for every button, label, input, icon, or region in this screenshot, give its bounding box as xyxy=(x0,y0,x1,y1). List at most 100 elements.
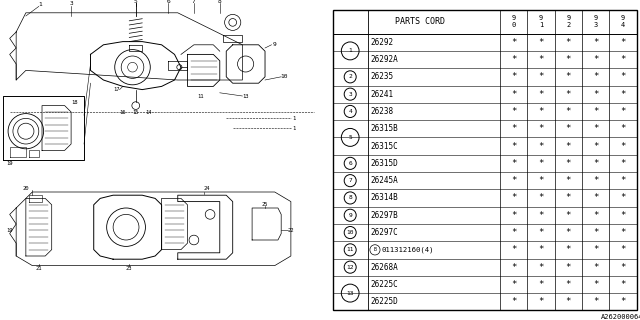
Text: *: * xyxy=(566,263,571,272)
Text: *: * xyxy=(620,211,626,220)
Text: 5: 5 xyxy=(134,0,138,4)
Text: *: * xyxy=(511,176,516,185)
Text: 26238: 26238 xyxy=(371,107,394,116)
Text: 16: 16 xyxy=(120,109,126,115)
Text: *: * xyxy=(538,141,544,150)
Text: *: * xyxy=(593,90,598,99)
Text: *: * xyxy=(511,228,516,237)
Text: 6: 6 xyxy=(166,0,170,4)
Text: *: * xyxy=(620,263,626,272)
Text: *: * xyxy=(511,194,516,203)
Text: 14: 14 xyxy=(145,109,152,115)
Text: 2: 2 xyxy=(348,74,352,79)
Text: *: * xyxy=(593,228,598,237)
Text: *: * xyxy=(566,211,571,220)
Text: *: * xyxy=(593,263,598,272)
Text: 8: 8 xyxy=(218,0,221,4)
Text: 5: 5 xyxy=(348,135,352,140)
Text: *: * xyxy=(593,141,598,150)
Text: *: * xyxy=(511,124,516,133)
Text: *: * xyxy=(511,159,516,168)
Text: 1: 1 xyxy=(292,125,296,131)
Text: *: * xyxy=(620,141,626,150)
Text: 1: 1 xyxy=(348,48,352,53)
Text: 11: 11 xyxy=(197,93,204,99)
Text: 26297C: 26297C xyxy=(371,228,399,237)
Text: B: B xyxy=(374,247,376,252)
Text: *: * xyxy=(538,263,544,272)
Text: *: * xyxy=(566,159,571,168)
Text: 3: 3 xyxy=(69,1,73,6)
Text: 1: 1 xyxy=(292,116,296,121)
Text: 13: 13 xyxy=(243,93,249,99)
Text: *: * xyxy=(538,194,544,203)
Text: *: * xyxy=(566,72,571,81)
Text: *: * xyxy=(566,194,571,203)
Text: *: * xyxy=(538,55,544,64)
Text: *: * xyxy=(538,90,544,99)
Text: *: * xyxy=(593,107,598,116)
Text: 26315D: 26315D xyxy=(371,159,399,168)
Text: *: * xyxy=(593,280,598,289)
Text: *: * xyxy=(620,107,626,116)
Text: *: * xyxy=(511,211,516,220)
Text: *: * xyxy=(620,38,626,47)
Text: *: * xyxy=(566,228,571,237)
Text: 9
4: 9 4 xyxy=(621,15,625,28)
Text: *: * xyxy=(538,107,544,116)
Text: 9
3: 9 3 xyxy=(594,15,598,28)
Text: *: * xyxy=(566,124,571,133)
Text: 20: 20 xyxy=(22,186,29,191)
Text: 26292: 26292 xyxy=(371,38,394,47)
Text: *: * xyxy=(620,297,626,306)
Text: 26297B: 26297B xyxy=(371,211,399,220)
Text: 26268A: 26268A xyxy=(371,263,399,272)
Text: *: * xyxy=(511,55,516,64)
Text: 19: 19 xyxy=(6,228,13,233)
Text: 26292A: 26292A xyxy=(371,55,399,64)
Text: *: * xyxy=(566,297,571,306)
Text: *: * xyxy=(593,297,598,306)
Text: 26241: 26241 xyxy=(371,90,394,99)
Text: *: * xyxy=(538,124,544,133)
Text: *: * xyxy=(620,245,626,254)
Text: 26314B: 26314B xyxy=(371,194,399,203)
Text: 12: 12 xyxy=(346,265,354,270)
Text: *: * xyxy=(593,72,598,81)
Text: *: * xyxy=(566,107,571,116)
Text: *: * xyxy=(593,176,598,185)
Text: 15: 15 xyxy=(132,109,139,115)
Text: 13: 13 xyxy=(346,291,354,296)
Text: 7: 7 xyxy=(192,0,196,4)
Text: *: * xyxy=(566,38,571,47)
Text: *: * xyxy=(620,55,626,64)
Text: *: * xyxy=(538,280,544,289)
Text: 7: 7 xyxy=(348,178,352,183)
Text: *: * xyxy=(593,194,598,203)
Text: 21: 21 xyxy=(36,266,42,271)
Text: 9: 9 xyxy=(348,213,352,218)
Text: 24: 24 xyxy=(204,186,210,191)
Text: 9: 9 xyxy=(273,42,276,47)
Text: *: * xyxy=(620,90,626,99)
Text: 18: 18 xyxy=(71,100,77,105)
Text: *: * xyxy=(620,228,626,237)
Text: 8: 8 xyxy=(348,196,352,200)
Text: 11: 11 xyxy=(346,247,354,252)
Text: *: * xyxy=(566,280,571,289)
Text: *: * xyxy=(566,55,571,64)
Text: *: * xyxy=(538,211,544,220)
Text: 9
1: 9 1 xyxy=(539,15,543,28)
Text: 4: 4 xyxy=(348,109,352,114)
Text: *: * xyxy=(538,159,544,168)
Text: 23: 23 xyxy=(126,266,132,271)
Text: *: * xyxy=(566,141,571,150)
Text: *: * xyxy=(511,280,516,289)
Text: 9
2: 9 2 xyxy=(566,15,570,28)
Text: 26245A: 26245A xyxy=(371,176,399,185)
Text: 26235: 26235 xyxy=(371,72,394,81)
Text: PARTS CORD: PARTS CORD xyxy=(394,17,445,26)
Text: *: * xyxy=(566,176,571,185)
Text: *: * xyxy=(511,38,516,47)
Text: *: * xyxy=(538,297,544,306)
